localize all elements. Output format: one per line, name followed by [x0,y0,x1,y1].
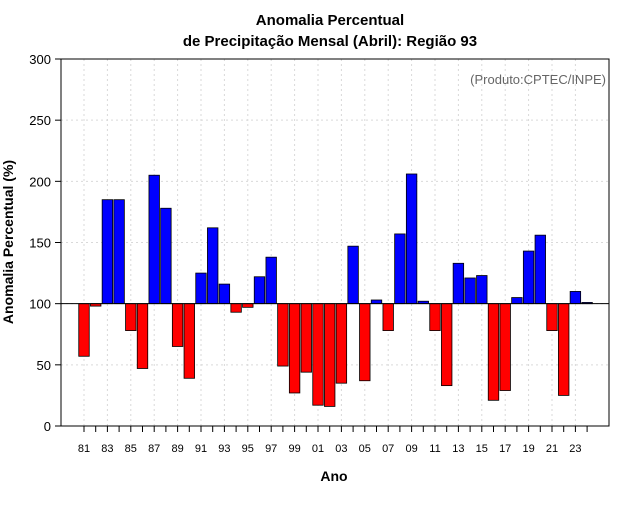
x-axis-label: Ano [320,468,347,484]
x-tick-label: 81 [78,443,90,455]
bar-97 [265,256,277,305]
y-tick-label: 200 [29,174,51,189]
y-tick-label: 100 [29,297,51,312]
bar-03 [335,303,348,384]
chart-title-line1: Anomalia Percentual [256,12,404,29]
x-tick-label: 19 [522,443,534,455]
x-tick-label: 91 [195,443,207,455]
bar-04 [347,245,359,305]
bar-18 [511,297,523,305]
chart-title-line2: de Precipitação Mensal (Abril): Região 9… [183,33,477,50]
x-tick-label: 85 [125,443,137,455]
bar-05 [359,303,371,382]
bar-08 [394,233,406,305]
bar-17 [499,303,511,391]
bar-16 [487,303,500,401]
x-tick-label: 23 [569,443,581,455]
bar-09 [405,173,418,305]
y-tick-label: 300 [29,52,51,67]
x-tick-label: 13 [452,443,464,455]
x-tick-label: 99 [288,443,300,455]
bar-85 [125,303,137,331]
bar-92 [207,227,219,305]
bar-95 [242,303,254,308]
bar-07 [382,303,394,331]
bar-89 [171,303,184,347]
bar-90 [183,303,195,379]
bar-98 [277,303,289,367]
bar-96 [253,276,266,305]
bar-87 [148,174,160,305]
bar-84 [113,199,125,305]
x-axis: 81 83 85 87 89 91 93 95 97 99 01 03 05 07 09 11 13 15 17 19… [78,426,588,455]
y-axis-label: Anomalia Percentual (%) [0,160,16,324]
y-tick-label: 150 [29,236,51,251]
y-tick-label: 50 [37,358,51,373]
bar-02 [324,303,336,407]
bar-06 [370,299,383,305]
watermark-label: (Produto:CPTEC/INPE) [470,72,606,87]
bar-15 [476,275,488,305]
x-tick-label: 83 [101,443,113,455]
bar-94 [230,303,242,313]
bar-11 [429,303,441,331]
x-tick-label: 89 [171,443,183,455]
x-tick-label: 05 [359,443,371,455]
y-axis: 0 50 100 150 200 250 300 [29,52,61,434]
bar-01 [312,303,324,406]
x-tick-label: 97 [265,443,277,455]
y-tick-label: 0 [44,419,51,434]
bar-86 [136,303,149,369]
bar-99 [288,303,301,394]
x-tick-label: 21 [546,443,558,455]
x-tick-label: 01 [312,443,324,455]
bar-93 [218,283,231,305]
x-tick-label: 17 [499,443,511,455]
bar-12 [441,303,453,387]
bar-88 [160,207,172,305]
x-tick-label: 87 [148,443,160,455]
x-tick-label: 09 [405,443,417,455]
x-tick-label: 07 [382,443,394,455]
x-tick-label: 03 [335,443,347,455]
bar-22 [558,303,570,396]
x-tick-label: 95 [242,443,254,455]
bar-21 [546,303,558,331]
bar-83 [101,199,114,305]
bar-20 [534,234,546,305]
bars [78,173,593,407]
bar-19 [522,250,535,305]
x-tick-label: 93 [218,443,230,455]
bar-14 [464,277,476,305]
bar-81 [78,303,90,357]
bar-00 [300,303,312,373]
bar-23 [569,291,582,305]
bar-13 [452,262,465,305]
bar-91 [195,272,207,305]
y-tick-label: 250 [29,113,51,128]
x-tick-label: 11 [429,443,440,455]
x-tick-label: 15 [476,443,488,455]
